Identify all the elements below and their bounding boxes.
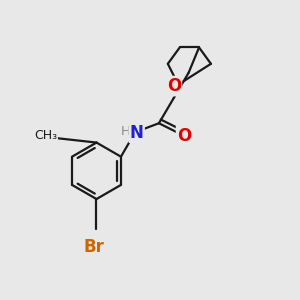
Text: O: O [177,127,191,145]
Text: H: H [121,125,130,138]
Text: O: O [167,77,181,95]
Text: CH₃: CH₃ [34,129,57,142]
Text: N: N [130,124,144,142]
Text: Br: Br [83,238,104,256]
